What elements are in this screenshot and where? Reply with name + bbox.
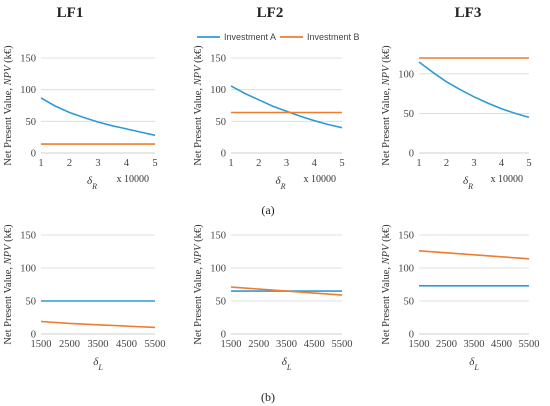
- chart-a2: 0 50 100 150 1 2 3 4 5 Net Present Value, NPV (k€…: [193, 45, 345, 191]
- x-axis-multiplier: x 10000: [491, 174, 524, 185]
- x-tick-label: 2: [444, 158, 449, 169]
- legend: Investment A Investment B: [197, 32, 360, 42]
- series-line-investment-b: [418, 250, 530, 260]
- y-tick-label: 0: [221, 330, 226, 341]
- y-tick-label: 100: [20, 264, 36, 275]
- y-tick-label: 50: [26, 297, 37, 308]
- x-tick-label: 4: [124, 158, 130, 169]
- y-tick-label: 50: [26, 117, 37, 128]
- x-tick-label: 2: [256, 158, 261, 169]
- y-tick-label: 100: [210, 85, 226, 96]
- y-axis-label: Net Present Value, NPV (k€): [3, 224, 14, 345]
- y-axis-label: Net Present Value, NPV (k€): [381, 224, 392, 345]
- legend-label-investment-a: Investment A: [224, 32, 276, 42]
- x-tick-label: 1: [228, 158, 233, 169]
- x-axis-label: δL: [282, 356, 292, 372]
- y-tick-label: 100: [20, 85, 36, 96]
- chart-b3: 0 50 100 150 1500 2500 3500 4500 5500 Net Present…: [381, 224, 540, 372]
- x-tick-label: 4: [312, 158, 318, 169]
- series-line-investment-b: [40, 320, 156, 329]
- series-line-investment-b: [230, 286, 343, 296]
- x-tick-label: 5500: [332, 339, 353, 350]
- x-tick-label: 1500: [409, 339, 430, 350]
- y-axis-label: Net Present Value, NPV (k€): [193, 45, 204, 166]
- y-tick-label: 50: [216, 117, 227, 128]
- y-tick-label: 150: [210, 54, 226, 65]
- x-tick-label: 4500: [491, 339, 512, 350]
- y-tick-label: 0: [409, 149, 414, 160]
- y-tick-label: 0: [31, 330, 36, 341]
- x-axis-label: δR: [463, 175, 473, 191]
- x-axis-multiplier: x 10000: [117, 174, 150, 185]
- x-tick-label: 4: [499, 158, 505, 169]
- x-axis-label: δL: [93, 356, 103, 372]
- x-tick-label: 2: [67, 158, 72, 169]
- y-tick-label: 50: [404, 297, 415, 308]
- x-tick-label: 2500: [59, 339, 80, 350]
- x-axis-label: δL: [469, 356, 479, 372]
- chart-b1: 0 50 100 150 1500 2500 3500 4500 5500 Net Present…: [3, 224, 166, 372]
- y-tick-label: 50: [216, 297, 227, 308]
- series-line-investment-a: [40, 97, 156, 137]
- y-tick-label: 150: [20, 231, 36, 242]
- x-tick-label: 3: [471, 158, 476, 169]
- y-axis-label: Net Present Value, NPV (k€): [3, 45, 14, 166]
- y-tick-label: 100: [398, 264, 414, 275]
- x-tick-label: 3500: [276, 339, 297, 350]
- x-axis-multiplier: x 10000: [304, 174, 337, 185]
- y-tick-label: 100: [210, 264, 226, 275]
- chart-b2: 0 50 100 150 1500 2500 3500 4500 5500 Net Present…: [193, 224, 353, 372]
- x-tick-label: 3500: [88, 339, 109, 350]
- legend-label-investment-b: Investment B: [307, 32, 360, 42]
- x-axis-label: δR: [275, 175, 285, 191]
- y-tick-label: 0: [409, 330, 414, 341]
- y-tick-label: 150: [398, 231, 414, 242]
- x-tick-label: 2500: [248, 339, 269, 350]
- x-tick-label: 1500: [31, 339, 52, 350]
- x-tick-label: 1500: [221, 339, 242, 350]
- x-axis-label: δR: [87, 175, 97, 191]
- column-title-lf3: LF3: [455, 5, 482, 21]
- y-tick-label: 0: [221, 149, 226, 160]
- x-tick-label: 5500: [145, 339, 166, 350]
- chart-a1: 0 50 100 150 1 2 3 4 5 Net Present Value, NPV (k€…: [3, 45, 158, 191]
- series-line-investment-a: [418, 61, 530, 119]
- x-tick-label: 3: [95, 158, 100, 169]
- x-tick-label: 5: [152, 158, 157, 169]
- x-tick-label: 1: [416, 158, 421, 169]
- x-tick-label: 4500: [304, 339, 325, 350]
- x-tick-label: 4500: [116, 339, 137, 350]
- column-title-lf1: LF1: [57, 5, 84, 21]
- chart-a3: 0 50 100 1 2 3 4 5 Net Present Value, NPV (k€) δR…: [381, 45, 532, 191]
- x-tick-label: 5: [339, 158, 344, 169]
- panel-label-a: (a): [261, 203, 274, 217]
- y-tick-label: 0: [31, 149, 36, 160]
- x-tick-label: 3500: [464, 339, 485, 350]
- x-tick-label: 3: [284, 158, 289, 169]
- x-tick-label: 1: [38, 158, 43, 169]
- y-tick-label: 150: [210, 231, 226, 242]
- x-tick-label: 5: [526, 158, 531, 169]
- x-tick-label: 2500: [436, 339, 457, 350]
- y-tick-label: 100: [398, 69, 414, 80]
- y-tick-label: 50: [404, 109, 415, 120]
- x-tick-label: 5500: [519, 339, 540, 350]
- series-line-investment-a: [230, 85, 343, 129]
- panel-label-b: (b): [261, 390, 275, 404]
- y-tick-label: 150: [20, 54, 36, 65]
- y-axis-label: Net Present Value, NPV (k€): [381, 45, 392, 166]
- y-axis-label: Net Present Value, NPV (k€): [193, 224, 204, 345]
- column-title-lf2: LF2: [257, 5, 284, 21]
